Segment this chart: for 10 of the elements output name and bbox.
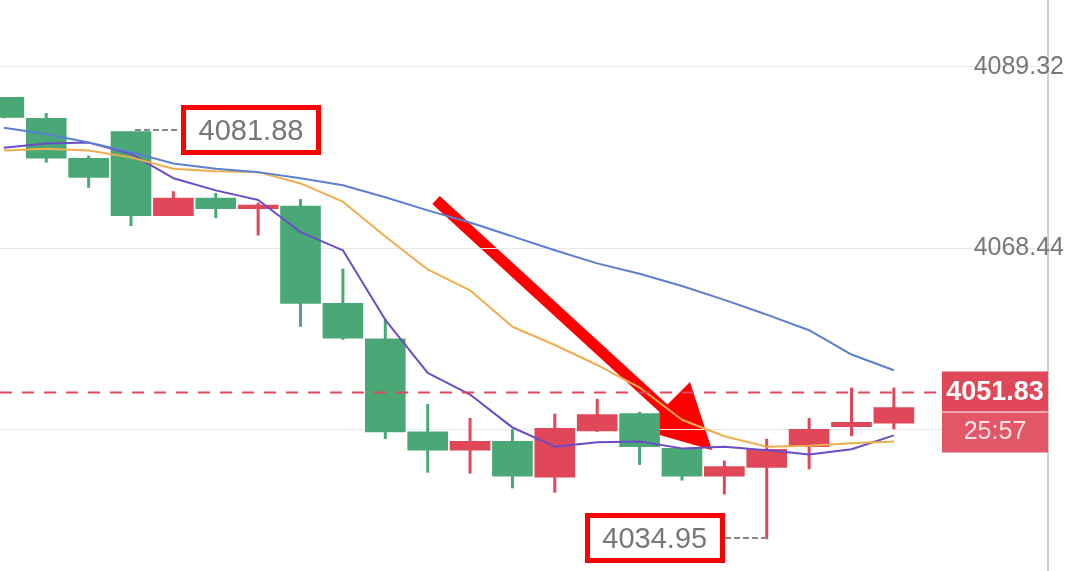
y-tick-label: 4089.32	[973, 50, 1064, 79]
annotation: 4081.88	[198, 113, 304, 147]
highlight-box: 4081.88	[181, 105, 321, 156]
annotation: 4034.95	[602, 521, 708, 555]
candlestick	[449, 417, 491, 474]
text: 25:57	[963, 416, 1027, 445]
highlight-box: 4034.95	[584, 513, 725, 564]
y-tick-label: 4068.44	[973, 232, 1065, 261]
ref-line-label: 4051.83	[946, 375, 1044, 406]
candlestick	[831, 387, 872, 438]
